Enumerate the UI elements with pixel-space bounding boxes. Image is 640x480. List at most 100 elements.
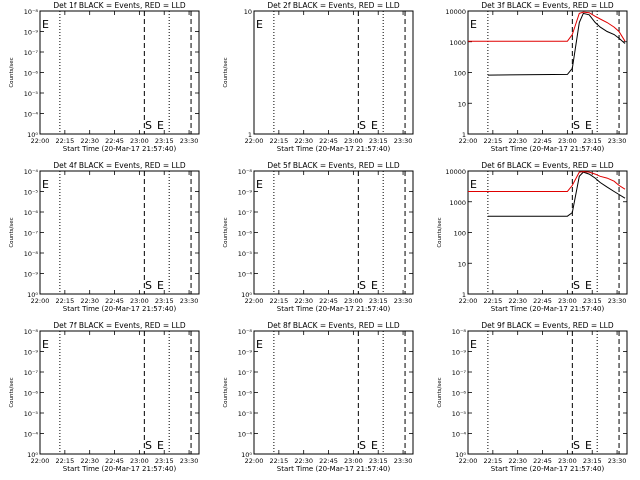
y-tick-label: 10000 <box>445 168 466 176</box>
y-tick-label: 10⁻⁶ <box>452 390 467 398</box>
panel-title: Det 6f BLACK = Events, RED = LLD <box>481 161 614 170</box>
panel-det-3f: Det 3f BLACK = Events, RED = LLD 22:00 22:… <box>445 1 628 153</box>
y-tick-label: 10⁻⁹ <box>238 349 253 357</box>
x-tick-label: 22:00 <box>31 297 50 305</box>
x-tick-label: 23:30 <box>608 457 627 465</box>
y-tick-label: 100 <box>454 230 466 238</box>
marker-label-e: E <box>585 439 592 452</box>
x-tick-label: 23:00 <box>130 137 149 145</box>
y-tick-label: 10⁻⁷ <box>238 209 253 217</box>
y-tick-label: 10⁰ <box>241 451 252 459</box>
y-tick-label: 1 <box>462 291 466 299</box>
x-axis-label: Start Time (20-Mar-17 21:57:40) <box>63 305 177 313</box>
x-tick-label: 22:45 <box>105 137 124 145</box>
y-tick-label: 10⁻⁸ <box>452 328 467 336</box>
y-tick-label: 10⁻⁸ <box>24 8 39 16</box>
x-tick-label: 23:30 <box>394 297 413 305</box>
panel-det-9f: Det 9f BLACK = Events, RED = LLD 22:00 22:… <box>437 321 628 473</box>
y-tick-label: 10⁻⁴ <box>24 111 39 119</box>
panel-title: Det 8f BLACK = Events, RED = LLD <box>267 321 400 330</box>
x-tick-label: 23:15 <box>583 297 602 305</box>
panel-title: Det 5f BLACK = Events, RED = LLD <box>267 161 400 170</box>
marker-label-e: E <box>256 338 263 351</box>
y-tick-label: 10 <box>244 8 252 16</box>
panel-det-6f: Det 6f BLACK = Events, RED = LLD 22:00 22:… <box>437 161 628 313</box>
x-tick-label: 22:45 <box>533 457 552 465</box>
plot-frame <box>253 330 414 455</box>
y-tick-label: 10⁻⁵ <box>24 410 39 418</box>
x-tick-label: 22:15 <box>55 457 74 465</box>
plot-frame <box>467 170 628 295</box>
y-tick-label: 100 <box>454 70 466 78</box>
x-axis-label: Start Time (20-Mar-17 21:57:40) <box>277 145 391 153</box>
y-tick-label: 10⁻⁶ <box>238 230 253 238</box>
y-tick-label: 10⁻⁵ <box>24 90 39 98</box>
x-tick-label: 23:30 <box>180 297 199 305</box>
marker-label-e: E <box>42 178 49 191</box>
marker-label-e: E <box>256 18 263 31</box>
y-axis-label: Counts/sec <box>223 217 229 247</box>
y-tick-label: 10⁻⁴ <box>452 431 467 439</box>
x-tick-label: 22:00 <box>245 297 264 305</box>
y-tick-label: 10⁰ <box>27 131 38 139</box>
x-tick-label: 22:00 <box>245 457 264 465</box>
x-tick-label: 23:15 <box>155 297 174 305</box>
x-tick-label: 22:30 <box>508 137 527 145</box>
x-tick-label: 23:15 <box>369 297 388 305</box>
marker-label-e: E <box>256 178 263 191</box>
y-tick-label: 10⁻⁷ <box>24 49 39 57</box>
y-tick-label: 10⁻⁹ <box>24 29 39 37</box>
x-tick-label: 23:00 <box>558 297 577 305</box>
marker-label-e: E <box>470 178 477 191</box>
y-axis-label: Counts/sec <box>9 377 15 407</box>
x-tick-label: 22:45 <box>533 137 552 145</box>
y-tick-label: 10⁻⁹ <box>452 349 467 357</box>
y-tick-label: 10⁰ <box>241 291 252 299</box>
marker-label-e: E <box>42 338 49 351</box>
y-tick-label: 10⁻⁵ <box>452 410 467 418</box>
x-tick-label: 22:30 <box>80 297 99 305</box>
plot-frame <box>253 10 414 135</box>
y-tick-label: 10⁻⁴ <box>24 431 39 439</box>
x-tick-label: 23:15 <box>369 137 388 145</box>
marker-label-s: S <box>359 279 366 292</box>
y-tick-label: 1000 <box>449 199 466 207</box>
x-tick-label: 22:30 <box>294 137 313 145</box>
y-axis-label: Counts/sec <box>223 57 229 87</box>
x-tick-label: 23:30 <box>394 137 413 145</box>
x-tick-label: 23:30 <box>394 457 413 465</box>
y-tick-label: 10000 <box>445 8 466 16</box>
x-tick-label: 23:00 <box>344 137 363 145</box>
panel-title: Det 1f BLACK = Events, RED = LLD <box>53 1 186 10</box>
panel-title: Det 2f BLACK = Events, RED = LLD <box>267 1 400 10</box>
y-tick-label: 10⁻⁷ <box>24 369 39 377</box>
events-series-line <box>487 12 626 76</box>
lld-series-line <box>468 171 626 192</box>
x-axis-label: Start Time (20-Mar-17 21:57:40) <box>491 305 605 313</box>
x-tick-label: 23:00 <box>344 457 363 465</box>
x-axis-label: Start Time (20-Mar-17 21:57:40) <box>63 465 177 473</box>
y-tick-label: 10⁻⁸ <box>238 168 253 176</box>
lld-series-line <box>468 11 626 42</box>
marker-label-e: E <box>157 279 164 292</box>
y-axis-label: Counts/sec <box>223 377 229 407</box>
x-tick-label: 22:30 <box>294 297 313 305</box>
y-axis-label: Counts/sec <box>437 217 443 247</box>
y-tick-label: 10⁻⁷ <box>238 369 253 377</box>
events-series-line <box>487 171 626 217</box>
panel-det-5f: Det 5f BLACK = Events, RED = LLD 22:00 22:… <box>223 161 414 313</box>
y-tick-label: 10⁻⁵ <box>238 410 253 418</box>
x-tick-label: 22:15 <box>55 297 74 305</box>
panel-det-8f: Det 8f BLACK = Events, RED = LLD 22:00 22:… <box>223 321 414 473</box>
x-tick-label: 23:15 <box>155 137 174 145</box>
panel-title: Det 3f BLACK = Events, RED = LLD <box>481 1 614 10</box>
x-tick-label: 23:15 <box>369 457 388 465</box>
marker-label-e: E <box>157 119 164 132</box>
x-tick-label: 23:30 <box>180 137 199 145</box>
marker-label-e: E <box>371 439 378 452</box>
x-tick-label: 22:45 <box>319 297 338 305</box>
marker-label-s: S <box>145 279 152 292</box>
marker-label-e: E <box>470 338 477 351</box>
y-tick-label: 10⁻⁴ <box>24 168 39 176</box>
